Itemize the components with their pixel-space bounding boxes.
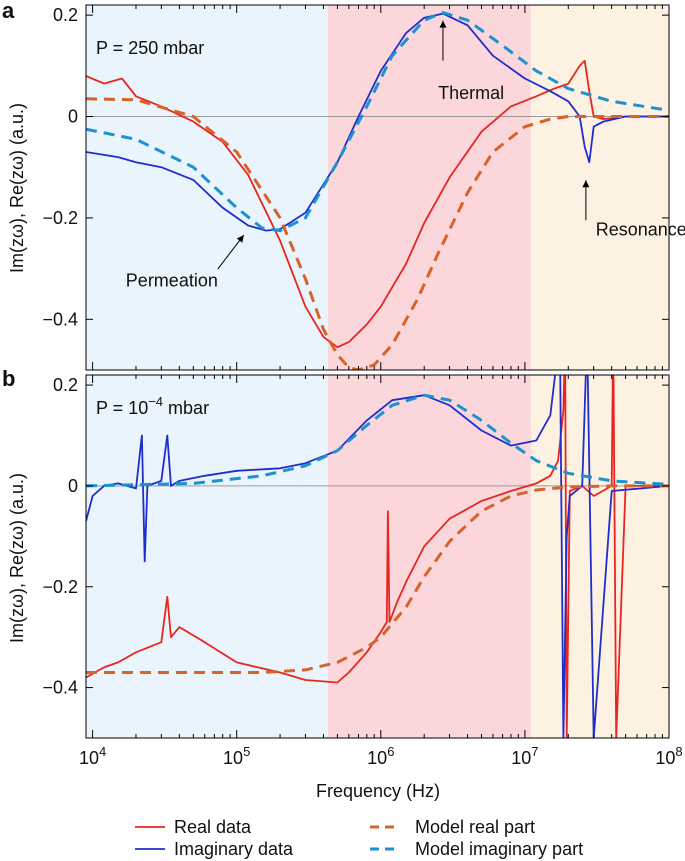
y-tick-label: 0 [68,476,78,496]
panel-b-pressure: P = 10−4 mbar [96,394,209,418]
x-tick-label: 108 [655,744,682,768]
legend-label: Model real part [415,817,535,837]
panel-b-plot: −0.4 −0.2 0 0.2 104 105 106 107 108 [42,374,683,768]
permeation-arrow [217,234,245,270]
y-tick-label: 0.2 [53,375,78,395]
y-tick-label: −0.4 [42,309,78,329]
x-axis-label: Frequency (Hz) [316,781,440,801]
series-line-imaginary-data [86,12,669,232]
y-tick-label: −0.2 [42,208,78,228]
legend-label: Imaginary data [174,839,294,859]
series-line-model-imaginary-part [86,11,669,233]
region-band-2 [530,5,669,370]
panel-a-y-axis-label: Im(zω), Re(zω) (a.u.) [7,103,27,273]
series-line-imaginary-data [86,375,669,738]
series-line-model-real-part [86,484,669,674]
series-line-real-data [86,59,669,349]
legend-label: Real data [174,817,252,837]
x-tick-label: 106 [367,744,394,768]
panel-b-y-axis-label: Im(zω), Re(zω) (a.u.) [7,473,27,643]
region-band-1 [327,375,531,738]
x-tick-label: 107 [511,744,538,768]
x-tick-label: 104 [79,744,106,768]
series-line-model-real-part [86,97,669,370]
panel-b-pressure-prefix: P = 10 [96,398,148,418]
panel-label-a: a [2,0,15,23]
region-band-0 [86,5,328,370]
plot-frame [85,4,670,371]
panel-label-b: b [2,366,15,391]
y-tick-label: −0.4 [42,678,78,698]
y-tick-label: 0 [68,107,78,127]
legend: Real data Model real part Imaginary data Mo… [135,817,583,859]
panel-b-pressure-suffix: mbar [163,398,209,418]
x-tick-label: 105 [223,744,250,768]
plot-frame [85,374,670,739]
panel-a-pressure: P = 250 mbar [96,38,204,58]
panel-a-plot: −0.4 −0.2 0 0.2 Permeation Thermal Resonance [42,4,685,371]
region-band-2 [530,375,669,738]
series-line-model-imaginary-part [86,393,669,488]
annotation-thermal: Thermal [438,83,504,103]
legend-label: Model imaginary part [415,839,583,859]
resonance-arrow-head [582,180,590,188]
region-band-1 [327,5,531,370]
annotation-resonance: Resonance [596,220,685,240]
y-tick-label: −0.2 [42,577,78,597]
panel-b-pressure-exponent: −4 [148,394,163,409]
annotation-permeation: Permeation [126,270,218,290]
region-band-0 [86,375,328,738]
y-tick-label: 0.2 [53,5,78,25]
thermal-arrow-head [439,20,447,28]
permeation-arrow-head [236,235,244,243]
